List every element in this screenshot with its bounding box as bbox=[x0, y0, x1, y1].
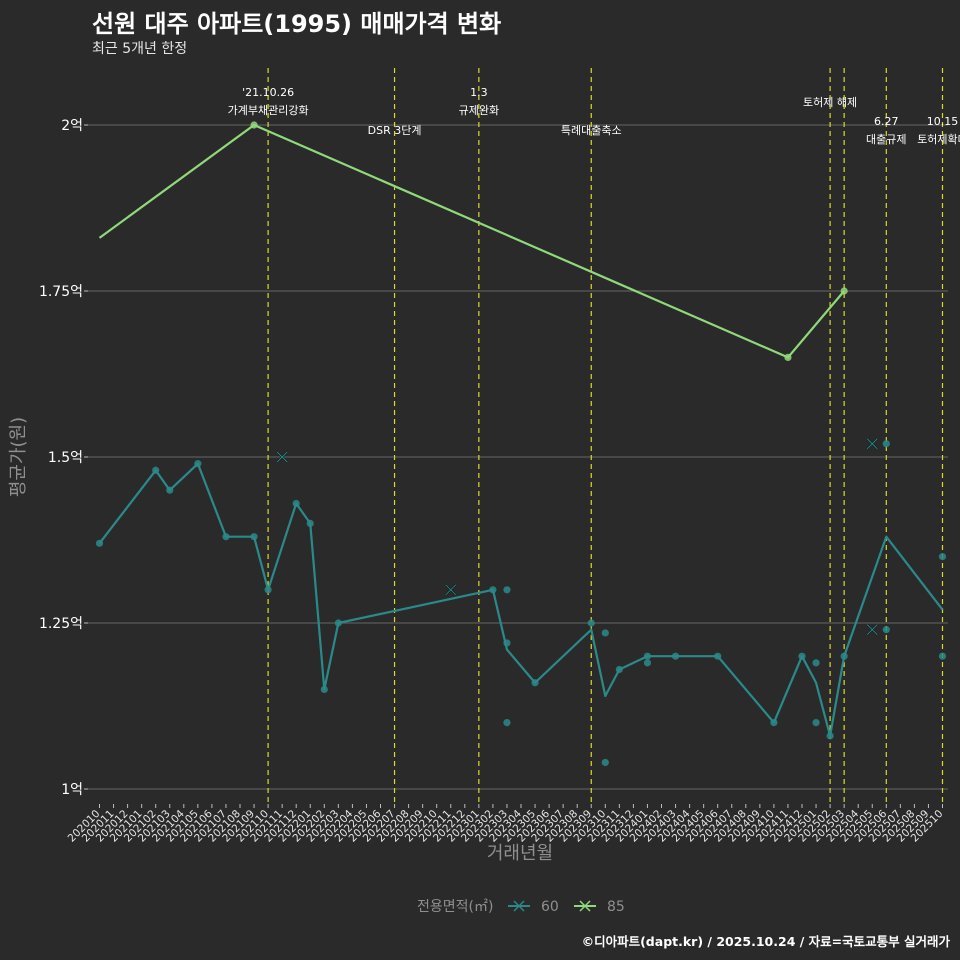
data-point-60 bbox=[601, 629, 609, 637]
data-point-60 bbox=[615, 665, 623, 674]
event-label: 가계부채관리강화 bbox=[228, 104, 309, 117]
data-point-60 bbox=[166, 486, 174, 494]
data-point-60 bbox=[798, 652, 806, 660]
legend-key-60 bbox=[508, 900, 530, 912]
event-date: 1.3 bbox=[470, 86, 488, 99]
legend-key-85 bbox=[574, 900, 596, 912]
data-point-60 bbox=[643, 652, 652, 660]
data-point-60 bbox=[812, 719, 820, 727]
data-point-60 bbox=[938, 553, 947, 561]
data-point-60 bbox=[643, 659, 652, 667]
data-point-60 bbox=[840, 652, 848, 660]
data-point-60 bbox=[882, 440, 890, 448]
event-label: 규제완화 bbox=[459, 104, 499, 117]
data-point-60 bbox=[152, 466, 160, 474]
legend-label-60: 60 bbox=[541, 899, 559, 915]
legend-title: 전용면적(㎡) bbox=[417, 899, 493, 915]
chart-subtitle: 최근 5개년 한정 bbox=[92, 41, 188, 57]
data-point-60 bbox=[531, 679, 539, 687]
data-point-60 bbox=[671, 652, 680, 660]
chart-title: 선원 대주 아파트(1995) 매매가격 변화 bbox=[92, 10, 502, 38]
event-label: DSR 3단계 bbox=[368, 124, 422, 137]
x-axis-title: 거래년월 bbox=[487, 843, 553, 864]
event-label: 토허제확대 bbox=[917, 133, 960, 146]
series-line-60 bbox=[98, 462, 944, 737]
event-date: 6.27 bbox=[874, 115, 899, 128]
y-axis-title: 평균가(원) bbox=[8, 417, 29, 497]
series-line-85 bbox=[98, 123, 845, 359]
cancelled-deal-marker bbox=[866, 438, 878, 450]
event-label: 토허제 해제 bbox=[803, 95, 857, 109]
data-point-60 bbox=[770, 719, 778, 727]
data-point-60 bbox=[714, 652, 722, 660]
data-point-60 bbox=[812, 659, 820, 667]
cancelled-deal-marker bbox=[866, 623, 878, 636]
cancelled-deal-marker bbox=[276, 451, 288, 463]
y-tick-label: 2억 bbox=[61, 118, 83, 134]
y-tick-label: 1.25억 bbox=[39, 616, 83, 632]
cancelled-deal-marker bbox=[445, 584, 457, 596]
data-point-60 bbox=[250, 533, 258, 541]
data-point-60 bbox=[194, 460, 202, 468]
data-point-60 bbox=[882, 626, 890, 634]
event-label: 대출규제 bbox=[866, 133, 906, 146]
data-point-60 bbox=[938, 652, 947, 660]
y-tick-label: 1.75억 bbox=[39, 284, 83, 300]
data-point-60 bbox=[503, 586, 511, 594]
data-point-85 bbox=[784, 353, 792, 361]
event-date: '21.10.26 bbox=[242, 86, 294, 99]
data-point-60 bbox=[503, 639, 511, 647]
event-label: 특례대출축소 bbox=[561, 124, 622, 137]
data-point-60 bbox=[222, 533, 230, 541]
source-caption: ©디아파트(dapt.kr) / 2025.10.24 / 자료=국토교통부 실… bbox=[581, 934, 950, 949]
y-tick-label: 1.5억 bbox=[48, 450, 83, 466]
data-point-60 bbox=[264, 586, 272, 594]
data-point-85 bbox=[250, 121, 258, 129]
data-point-60 bbox=[587, 619, 595, 627]
data-point-85 bbox=[840, 287, 848, 295]
data-point-60 bbox=[292, 499, 300, 508]
data-point-60 bbox=[503, 719, 511, 727]
event-date: 10.15 bbox=[927, 115, 959, 128]
data-point-60 bbox=[334, 619, 342, 627]
data-point-60 bbox=[489, 586, 497, 594]
y-tick-label: 1억 bbox=[61, 782, 83, 798]
data-point-60 bbox=[826, 732, 834, 740]
legend-label-85: 85 bbox=[607, 899, 625, 915]
data-point-60 bbox=[95, 539, 104, 547]
data-point-60 bbox=[601, 758, 609, 767]
data-point-60 bbox=[306, 519, 314, 528]
data-point-60 bbox=[320, 685, 328, 694]
